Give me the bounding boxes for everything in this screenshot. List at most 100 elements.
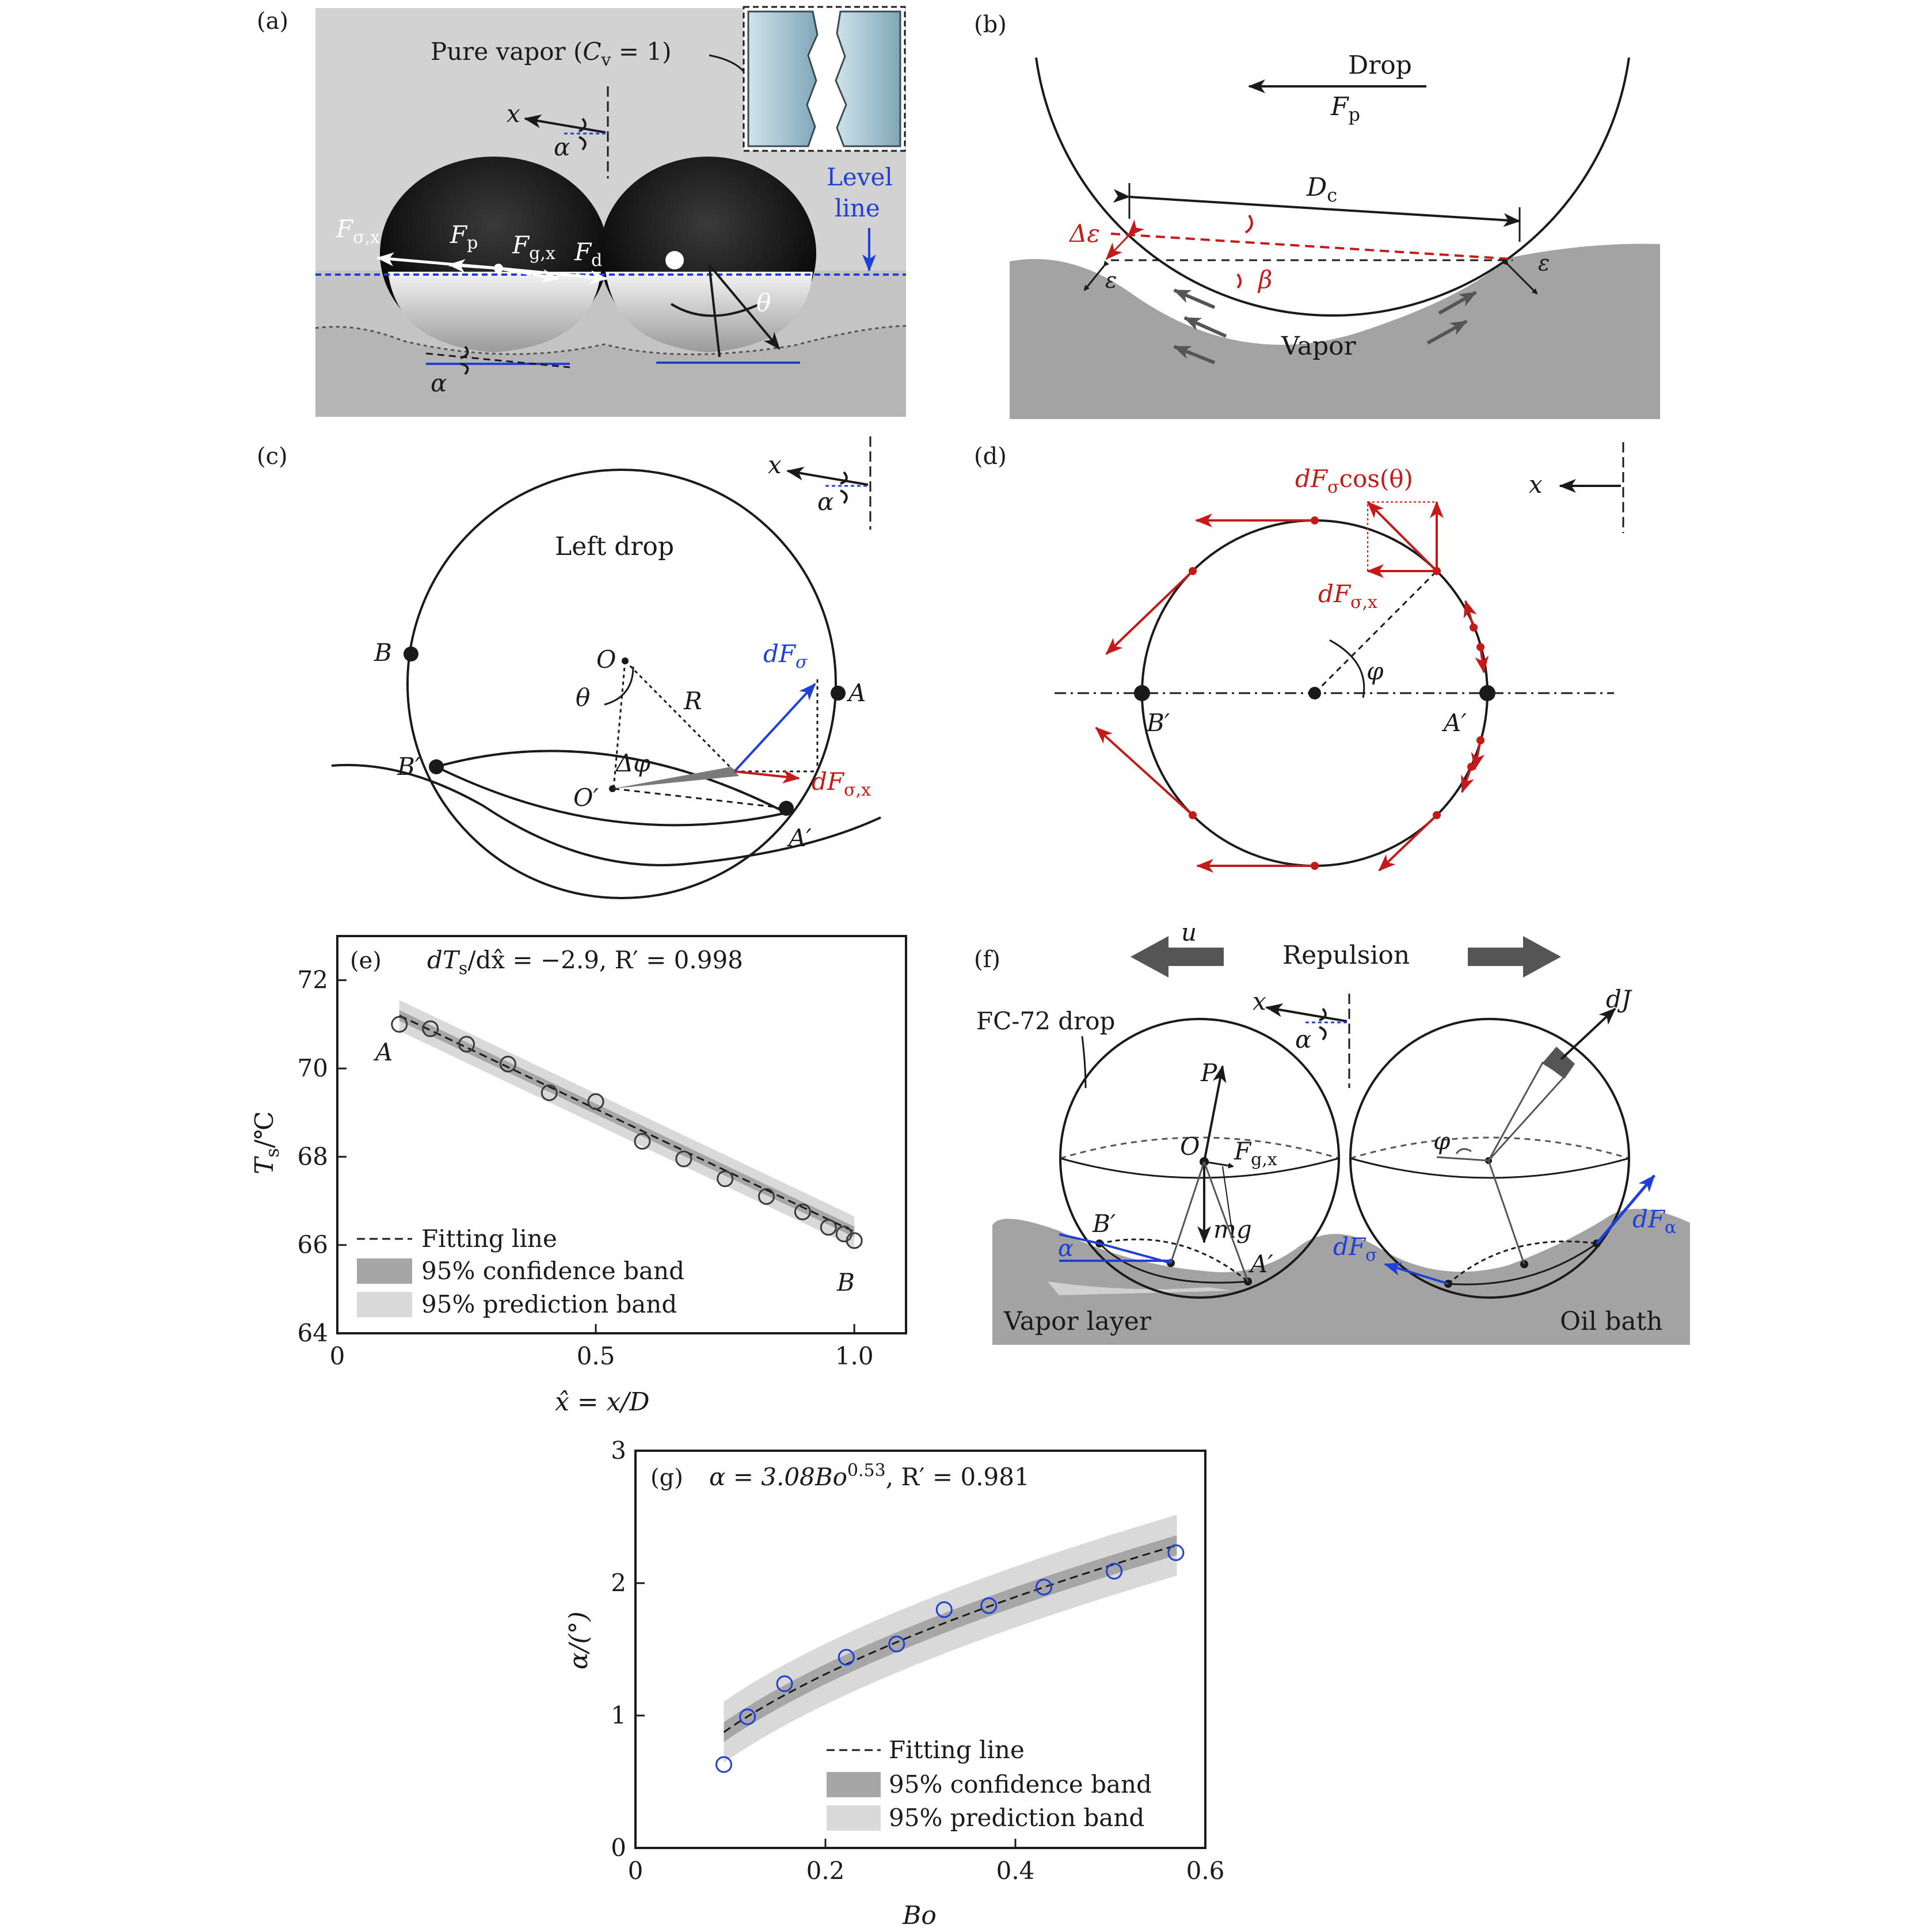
panel-b-label: (b) (974, 12, 1007, 38)
panel-a-label: (a) (257, 8, 288, 35)
b-fp-label: Fp (1330, 92, 1360, 125)
g-plot-frame (634, 1450, 1206, 1849)
f-right-line-2 (1436, 1156, 1489, 1162)
panel-d: (d) x B′ A′ φ (974, 442, 1624, 873)
g-legend: Fitting line 95% confidence band 95% pre… (827, 1736, 1152, 1832)
f-right-contact-front (1448, 1242, 1597, 1286)
c-theta-arc (604, 666, 634, 706)
f-dFalpha: dFα (1632, 1205, 1676, 1238)
f-right-equator-back (1350, 1136, 1630, 1159)
g-confidence-band (724, 1535, 1177, 1743)
e-legend-pred-swatch (357, 1292, 412, 1317)
d-phi: φ (1367, 657, 1384, 685)
g-y-tick-label: 2 (611, 1569, 626, 1597)
e-x-ticks: 0 0.5 1.0 (330, 1324, 874, 1370)
f-left-equator-back (1060, 1136, 1339, 1159)
d-tangent-arrow (1471, 740, 1485, 770)
g-data-point (935, 1601, 953, 1618)
e-legend-conf-swatch (357, 1258, 412, 1284)
c-x-label: x (768, 451, 782, 479)
g-data-point (715, 1756, 732, 1773)
e-data-point (675, 1150, 692, 1167)
e-y-tick-label: 68 (298, 1142, 328, 1170)
f-alpha-blue-ext (1059, 1233, 1100, 1245)
b-vapor: Vapor (1281, 332, 1357, 361)
g-y-axis-label: α/(°) (564, 1611, 593, 1669)
a-x-arrow (524, 114, 606, 134)
g-legend-pred: 95% prediction band (889, 1804, 1144, 1832)
c-x-arrow (786, 466, 869, 486)
panel-c: (c) x α Left drop B A B′ A′ O O′ R θ Δφ (257, 436, 881, 899)
d-component-box (1367, 501, 1437, 572)
level-line-label-1: Level (827, 163, 893, 191)
e-y-axis-label: Ts/℃ (250, 1111, 283, 1174)
e-y-tick-label: 64 (298, 1319, 328, 1347)
e-conf-area (399, 1010, 855, 1237)
e-x-tick-label: 0.5 (577, 1342, 615, 1370)
c-theta: θ (576, 683, 590, 712)
c-dphi: Δφ (615, 749, 650, 777)
theta-arc (670, 303, 758, 317)
panel-d-label: (d) (974, 443, 1007, 470)
f-p-arrow (448, 258, 499, 273)
g-data-point (838, 1649, 855, 1666)
e-y-tick-label: 66 (298, 1231, 328, 1259)
c-point-B (404, 646, 418, 661)
b-flow-arrow-4 (1426, 320, 1468, 345)
g-legend-fit: Fitting line (889, 1736, 1025, 1764)
g-fit-curve (723, 1544, 1177, 1733)
f-line-2 (1203, 1161, 1249, 1282)
g-x-axis-label: Bo (902, 1901, 937, 1930)
e-data-point (587, 1093, 604, 1110)
e-data-point (758, 1188, 775, 1205)
drop-highlight (665, 251, 684, 269)
a-alpha-bottom: α (431, 369, 447, 397)
g-y-tick-label: 3 (611, 1436, 626, 1465)
b-flow-arrow-5 (1438, 291, 1477, 315)
c-Bp: B′ (397, 752, 421, 781)
f-alpha-top: α (1295, 1025, 1311, 1054)
f-phi: φ (1433, 1127, 1451, 1155)
c-Op-Ap (613, 788, 787, 809)
b-flow-arrow-1 (1173, 288, 1216, 309)
e-point-A-label: A (373, 1038, 393, 1066)
c-O: O (596, 645, 616, 674)
d-tangent-arrow (1475, 646, 1489, 674)
c-point-Ap (779, 801, 794, 816)
f-line-1 (1170, 1161, 1205, 1264)
a-alpha-top: α (554, 133, 570, 161)
e-data-point (458, 1036, 475, 1053)
c-R-line (624, 660, 736, 773)
f-dFsigma: dFσ (1333, 1233, 1377, 1265)
c-title: Left drop (555, 532, 674, 561)
left-tilt-line (425, 352, 570, 368)
e-legend-conf: 95% confidence band (421, 1257, 684, 1285)
f-d-arrow (498, 267, 608, 284)
c-R: R (683, 687, 702, 715)
f-right-contact-back (1448, 1240, 1597, 1285)
b-dc-label: Dc (1306, 173, 1337, 206)
c-alpha: α (817, 488, 833, 516)
f-alpha-bottom: α (1058, 1235, 1074, 1262)
f-fc72: FC-72 drop (976, 1007, 1115, 1035)
inset-left-wall (747, 10, 819, 147)
b-drop-label: Drop (1348, 51, 1412, 80)
g-legend-pred-swatch (827, 1805, 881, 1831)
b-beta: β (1257, 265, 1272, 294)
a-theta: θ (756, 288, 771, 317)
a-vapor-label: Pure vapor (Cv = 1) (431, 37, 671, 70)
c-surface-line (331, 763, 881, 866)
g-data-point (776, 1675, 793, 1693)
c-Op: O′ (573, 784, 599, 812)
f-dJ-patch (1543, 1047, 1575, 1079)
c-dFx-arrow (734, 770, 800, 784)
g-data-point (1167, 1544, 1185, 1561)
f-right-equator-front (1350, 1157, 1630, 1179)
e-y-tick-label: 72 (298, 966, 328, 994)
f-vapor-shade-left (1048, 1281, 1232, 1295)
f-oil-bath: Oil bath (1560, 1307, 1663, 1336)
f-x-arrow (1265, 1003, 1348, 1022)
g-data-point (1036, 1579, 1052, 1596)
d-phi-arc (1329, 639, 1365, 698)
